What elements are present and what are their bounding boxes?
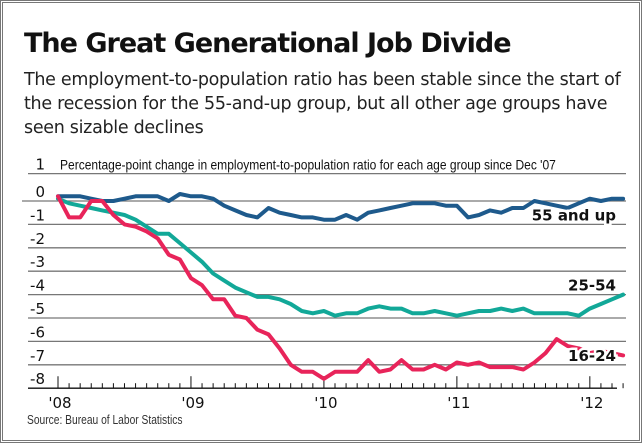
x-axis: '08 '09 '10 '11 '12	[28, 376, 624, 412]
series-label-halo: 16-24	[568, 347, 616, 365]
y-tick-label: 0	[35, 183, 45, 201]
series-lines	[56, 192, 626, 381]
source-note: Source: Bureau of Labor Statistics	[27, 413, 183, 427]
series-label: 55 and up	[532, 206, 617, 224]
y-tick-label: -1	[30, 206, 45, 224]
x-tick-label: '08	[48, 394, 71, 412]
series-line-16-24	[56, 194, 626, 381]
y-axis-annotation: Percentage-point change in employment-to…	[60, 157, 556, 173]
chart-subtitle: The employment-to-population ratio has b…	[24, 70, 621, 138]
x-tick-label: '11	[447, 394, 470, 412]
y-tick-label: -6	[30, 323, 45, 341]
series-line-55-and-up	[56, 192, 626, 222]
y-tick-label: -3	[30, 253, 45, 271]
y-tick-label: -8	[30, 370, 45, 388]
chart-title: The Great Generational Job Divide	[24, 28, 511, 59]
y-tick-label: -7	[30, 347, 45, 365]
series-label: 16-24	[568, 347, 616, 365]
x-tick-label: '09	[181, 394, 204, 412]
y-tick-label: -5	[30, 300, 45, 318]
series-label: 25-54	[568, 277, 616, 295]
y-tick-label: -4	[30, 277, 45, 295]
x-tick-label: '10	[314, 394, 337, 412]
series-label-halo: 55 and up	[532, 206, 617, 224]
y-tick-label: -2	[30, 230, 45, 248]
series-label-halo: 25-54	[568, 277, 616, 295]
x-tick-label: '12	[580, 394, 603, 412]
y-tick-label: 1	[35, 156, 45, 174]
y-axis-ticks: 1 0 -1 -2 -3 -4 -5 -6 -7 -8	[30, 156, 45, 389]
series-line-25-54	[56, 196, 626, 318]
